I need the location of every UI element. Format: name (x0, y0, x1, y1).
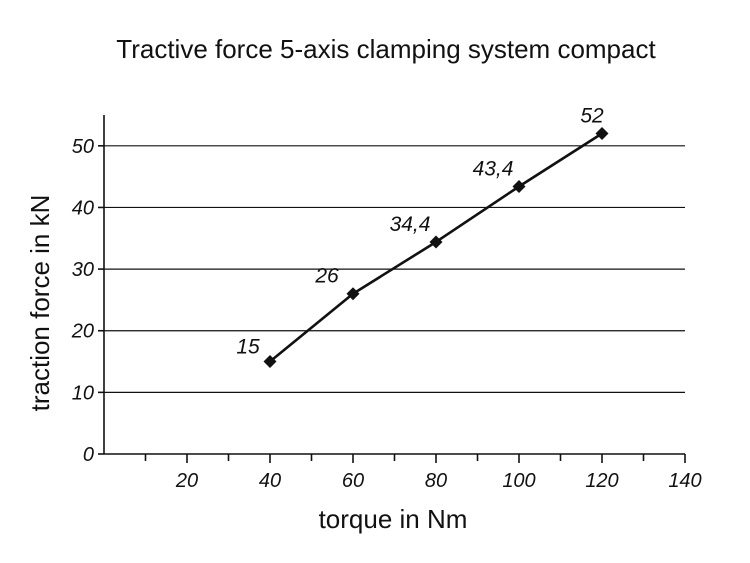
y-axis-label: traction force in kN (25, 195, 55, 412)
y-tick-label: 20 (71, 321, 94, 343)
data-point-marker (595, 126, 609, 140)
x-axis-label: torque in Nm (319, 504, 468, 534)
data-point-marker (263, 355, 277, 369)
chart-title: Tractive force 5-axis clamping system co… (116, 34, 656, 64)
data-point-marker (429, 235, 443, 249)
data-label: 26 (314, 265, 339, 288)
data-label: 15 (236, 336, 260, 359)
y-tick-label: 30 (72, 259, 94, 281)
x-tick-label: 140 (668, 470, 701, 492)
y-tick-label: 40 (72, 197, 94, 219)
data-label: 43,4 (473, 157, 514, 180)
y-tick-label: 50 (72, 136, 94, 158)
data-point-marker (346, 287, 360, 301)
data-label: 52 (580, 104, 604, 127)
data-point-marker (512, 179, 526, 193)
axes: 0 10 20 30 40 50 20 40 60 80 100 120 140 (71, 115, 702, 492)
x-tick-label: 20 (175, 470, 198, 492)
x-tick-label: 80 (425, 470, 447, 492)
y-tick-label: 10 (72, 382, 94, 404)
x-tick-label: 40 (259, 470, 281, 492)
x-tick-label: 100 (502, 470, 535, 492)
data-series (263, 126, 609, 369)
x-tick-label: 60 (342, 470, 364, 492)
labels: 15 26 34,4 43,4 52 (236, 104, 604, 358)
y-tick-label: 0 (83, 444, 94, 466)
data-label: 34,4 (390, 213, 431, 236)
x-tick-label: 120 (585, 470, 618, 492)
